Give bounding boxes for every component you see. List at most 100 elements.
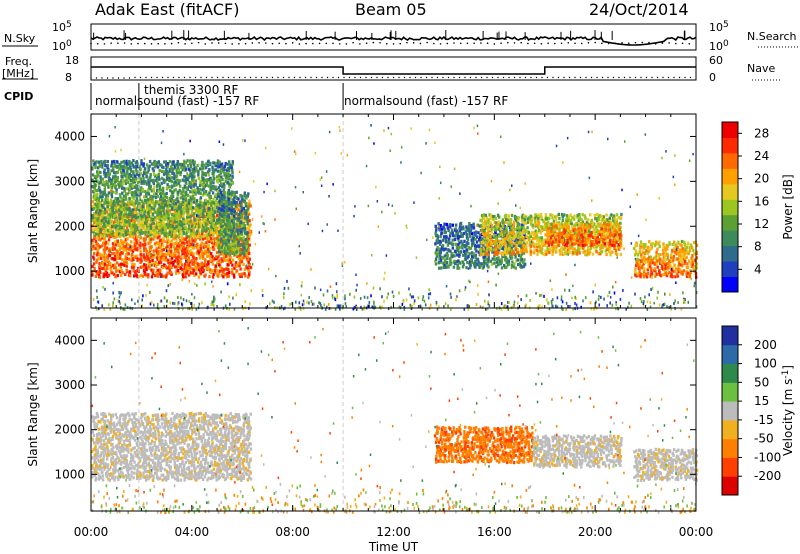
data-cell xyxy=(142,269,146,273)
data-cell xyxy=(205,230,208,234)
data-cell xyxy=(213,242,216,246)
data-cell xyxy=(93,232,96,236)
data-cell xyxy=(121,251,124,255)
data-cell xyxy=(522,243,525,248)
data-cell xyxy=(157,244,161,248)
data-cell xyxy=(190,183,193,187)
data-cell xyxy=(496,233,499,237)
data-cell xyxy=(184,275,187,279)
nave-point xyxy=(623,76,626,79)
data-cell xyxy=(243,224,246,228)
data-cell xyxy=(463,244,466,248)
data-cell xyxy=(523,258,526,262)
data-cell xyxy=(539,228,543,232)
data-cell xyxy=(247,236,251,240)
data-cell xyxy=(149,230,152,234)
data-cell xyxy=(185,235,188,239)
data-cell xyxy=(125,268,128,272)
data-cell xyxy=(516,263,520,267)
data-cell xyxy=(172,189,176,193)
data-cell xyxy=(117,202,120,206)
data-cell xyxy=(159,211,162,215)
data-cell xyxy=(435,227,438,231)
data-cell xyxy=(185,252,188,256)
data-cell xyxy=(195,206,198,210)
data-cell xyxy=(199,254,202,258)
data-cell xyxy=(97,160,101,164)
data-cell xyxy=(179,255,183,259)
data-cell xyxy=(151,198,154,202)
data-cell xyxy=(208,275,211,279)
data-cell xyxy=(502,221,505,225)
data-cell xyxy=(124,238,128,242)
data-cell xyxy=(211,165,214,169)
nave-point xyxy=(530,76,532,79)
data-cell xyxy=(498,226,501,230)
data-cell xyxy=(529,241,532,245)
data-cell xyxy=(493,252,497,256)
data-cell xyxy=(540,236,543,240)
data-cell xyxy=(142,171,146,175)
data-cell xyxy=(172,176,176,180)
data-cell xyxy=(150,189,153,193)
data-cell xyxy=(213,187,217,191)
data-cell xyxy=(240,232,244,236)
data-cell xyxy=(212,186,215,190)
data-cell xyxy=(139,253,142,257)
data-cell xyxy=(177,251,180,255)
data-cell xyxy=(202,268,205,272)
data-cell xyxy=(103,273,107,277)
data-cell xyxy=(191,188,194,192)
data-cell xyxy=(144,221,147,225)
data-cell xyxy=(175,209,179,213)
data-cell xyxy=(198,266,202,270)
data-cell xyxy=(228,207,231,211)
data-cell xyxy=(481,231,484,235)
data-cell xyxy=(144,180,147,184)
data-cell xyxy=(176,170,180,175)
data-cell xyxy=(548,216,551,220)
data-cell xyxy=(500,240,503,244)
data-cell xyxy=(524,228,527,232)
data-cell xyxy=(579,222,583,226)
data-cell xyxy=(192,226,196,230)
data-cell xyxy=(121,179,125,183)
data-cell xyxy=(167,250,170,254)
data-cell xyxy=(214,255,218,259)
data-cell xyxy=(102,225,105,229)
nsearch-tick-bottom: 100 xyxy=(709,39,729,53)
data-cell xyxy=(102,219,105,223)
nave-point xyxy=(123,77,125,79)
nsearch-point xyxy=(594,41,596,44)
data-cell xyxy=(523,241,526,245)
data-cell xyxy=(104,183,107,187)
data-cell xyxy=(455,231,458,235)
data-cell xyxy=(520,257,523,261)
data-cell xyxy=(230,211,233,215)
data-cell xyxy=(92,163,95,167)
data-cell xyxy=(465,241,469,245)
data-cell xyxy=(463,239,466,243)
data-cell xyxy=(217,220,221,224)
data-cell xyxy=(102,170,106,174)
nsearch-point xyxy=(439,43,442,45)
data-cell xyxy=(166,223,170,227)
data-cell xyxy=(213,176,216,180)
power-heatmap: Power [dB] xyxy=(90,113,795,311)
data-cell xyxy=(482,252,485,256)
nsearch-point xyxy=(580,42,583,45)
data-cell xyxy=(461,242,464,246)
data-cell xyxy=(180,243,183,247)
data-cell xyxy=(163,225,166,229)
data-cell xyxy=(122,219,125,223)
data-cell xyxy=(187,204,191,208)
nave-point xyxy=(662,76,664,79)
data-cell xyxy=(215,250,219,255)
data-cell xyxy=(114,184,118,188)
data-cell xyxy=(202,242,205,246)
data-cell xyxy=(112,168,115,172)
data-cell xyxy=(120,160,123,164)
data-cell xyxy=(128,172,131,176)
data-cell xyxy=(126,207,129,211)
data-cell xyxy=(491,226,494,230)
